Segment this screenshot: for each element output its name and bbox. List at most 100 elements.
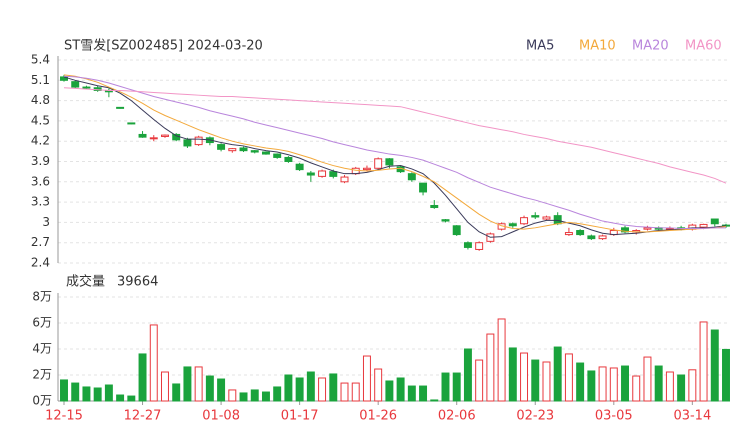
candle-body	[385, 158, 394, 166]
volume-bar	[161, 371, 169, 402]
volume-bar	[239, 392, 248, 402]
x-tick-label: 02-06	[438, 409, 476, 424]
candle-body	[508, 223, 517, 227]
candle-body	[463, 242, 472, 248]
ma-line	[63, 76, 727, 238]
candle-body	[329, 171, 338, 177]
volume-bar	[261, 391, 270, 402]
candle-body	[273, 153, 282, 158]
volume-bar	[699, 321, 708, 402]
y-tick-label: 4.2	[31, 134, 50, 148]
y-tick-label: 2.4	[31, 256, 50, 270]
candle-body	[441, 219, 450, 222]
volume-bar	[217, 378, 226, 402]
candle-body	[340, 176, 349, 183]
ma-line	[63, 75, 726, 229]
volume-bar	[722, 348, 730, 402]
volume-bar	[475, 359, 484, 402]
volume-bar	[553, 346, 562, 402]
volume-bar	[587, 370, 596, 402]
candle-body	[419, 182, 428, 193]
volume-bar	[374, 368, 383, 402]
candle-body	[587, 235, 596, 240]
candle-body	[306, 172, 315, 176]
volume-bar	[273, 386, 282, 402]
candle-body	[116, 106, 125, 109]
volume-bar	[542, 361, 551, 402]
candle-body	[318, 170, 327, 177]
y-tick-label: 3.3	[31, 195, 50, 209]
candle-body	[295, 163, 304, 171]
volume-bar	[93, 387, 102, 402]
volume-bar	[71, 382, 80, 402]
volume-bar	[609, 367, 618, 402]
candle-body	[250, 150, 259, 153]
candle-body	[553, 215, 562, 225]
volume-bar	[183, 366, 192, 402]
volume-bar	[508, 347, 517, 402]
candle-body	[531, 215, 540, 218]
candle-body	[475, 242, 484, 250]
y-tick-label: 5.4	[31, 53, 50, 67]
candle-body	[452, 225, 461, 236]
volume-bar	[486, 333, 495, 402]
volume-bar	[564, 353, 573, 402]
volume-bar	[82, 386, 91, 402]
v-tick-label: 6万	[32, 316, 52, 330]
volume-bar	[710, 329, 719, 402]
x-tick-label: 12-15	[45, 409, 83, 424]
volume-bar	[228, 389, 237, 402]
candle-body	[564, 232, 573, 236]
legend-entry: MA10	[579, 39, 616, 54]
x-tick-label: 01-08	[202, 409, 240, 424]
volume-latest: 39664	[117, 275, 158, 290]
volume-bar	[396, 377, 405, 402]
candle-body	[598, 235, 607, 240]
volume-bar	[205, 375, 214, 402]
volume-bar	[419, 385, 428, 402]
volume-bar	[351, 382, 360, 402]
volume-bar	[172, 383, 181, 402]
v-tick-label: 0万	[32, 394, 52, 408]
candle-body	[520, 217, 529, 225]
v-tick-label: 8万	[32, 290, 52, 304]
candle-body	[161, 134, 169, 137]
volume-bar	[138, 353, 147, 402]
ma-line	[63, 87, 727, 184]
x-tick-label: 01-26	[359, 409, 397, 424]
volume-label: 成交量	[66, 274, 105, 290]
volume-bar	[632, 375, 641, 402]
volume-bar	[441, 372, 450, 402]
volume-bar	[497, 318, 506, 402]
candle-body	[71, 81, 80, 88]
volume-bar	[677, 374, 686, 402]
candle-body	[228, 148, 237, 152]
volume-bar	[295, 377, 304, 402]
ma-line	[63, 74, 727, 233]
volume-bar	[598, 366, 607, 402]
volume-bar	[643, 356, 652, 402]
volume-bar	[452, 372, 461, 402]
x-tick-label: 03-14	[673, 409, 711, 424]
volume-bar	[688, 369, 697, 402]
volume-bar	[306, 371, 315, 402]
volume-bar	[576, 362, 585, 402]
volume-bar	[520, 352, 529, 402]
volume-bar	[329, 373, 338, 402]
y-tick-label: 3.9	[31, 154, 50, 168]
volume-bar	[362, 355, 371, 402]
volume-bar	[60, 379, 68, 402]
volume-bar	[149, 324, 158, 402]
volume-bar	[104, 384, 113, 402]
candle-body	[284, 156, 293, 163]
volume-bar	[340, 382, 349, 402]
legend-entry: MA5	[526, 39, 554, 54]
candle-body	[576, 230, 585, 236]
volume-bar	[621, 365, 629, 402]
x-tick-label: 02-23	[516, 409, 554, 424]
v-tick-label: 2万	[32, 368, 52, 382]
candle-body	[82, 86, 91, 89]
y-tick-label: 3	[42, 215, 50, 229]
volume-bar	[127, 395, 136, 402]
x-tick-label: 01-17	[281, 409, 319, 424]
